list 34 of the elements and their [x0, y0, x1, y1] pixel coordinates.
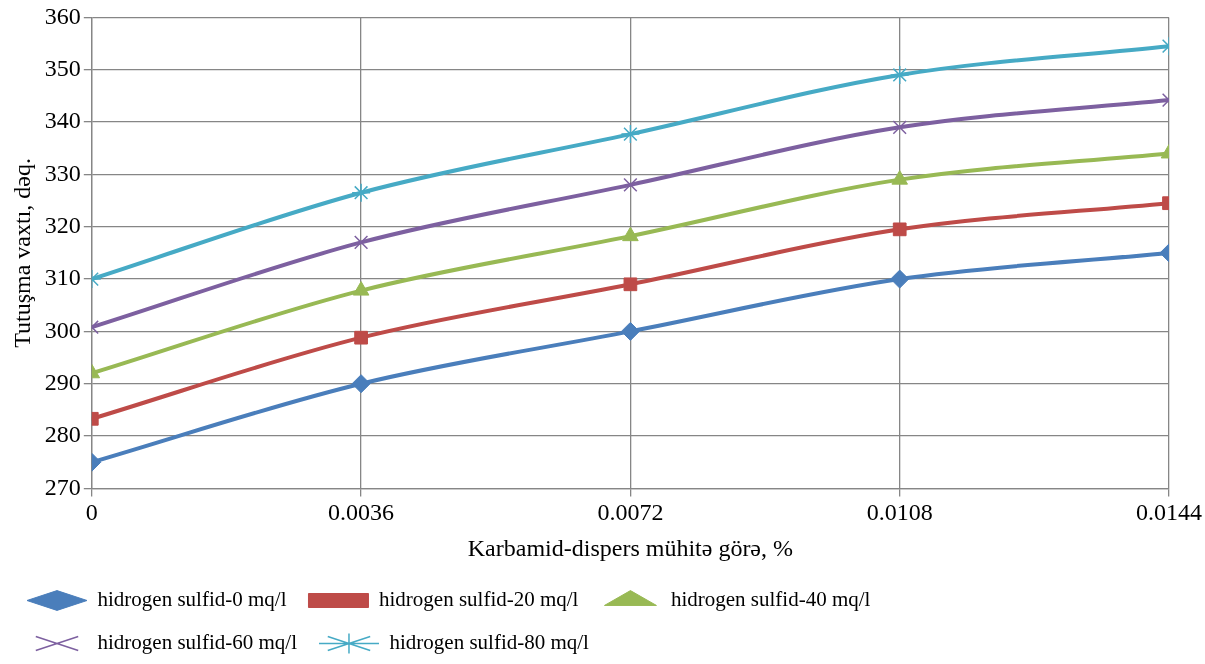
point: [623, 277, 638, 292]
y-tick-label: 330: [44, 159, 81, 186]
point: [351, 374, 371, 394]
x-tick-label: 0.0144: [1136, 499, 1202, 526]
point: [892, 120, 907, 135]
point: [889, 65, 910, 85]
point: [620, 124, 641, 144]
point: [351, 182, 371, 203]
y-tick-label: 300: [44, 316, 81, 343]
x-axis-title: Karbamid-dispers mühitə görə, %: [467, 534, 794, 561]
y-tick-label: 340: [44, 107, 81, 134]
y-axis-title: Tutuşma vaxtı, dəq.: [8, 158, 35, 348]
x-tick-label: 0.0108: [866, 499, 933, 526]
legend-label: hidrogen sulfid-20 mq/l: [378, 587, 579, 612]
point: [892, 222, 907, 237]
y-tick-label: 310: [44, 264, 81, 291]
legend-label: hidrogen sulfid-60 mq/l: [97, 630, 298, 655]
y-tick-label: 350: [44, 55, 81, 82]
y-tick-label: 360: [44, 2, 81, 29]
point: [353, 235, 369, 250]
y-tick-label: 290: [44, 369, 81, 396]
x-tick-label: 0.0036: [328, 499, 395, 526]
legend-label: hidrogen sulfid-80 mq/l: [389, 630, 590, 655]
y-tick-label: 270: [44, 473, 81, 500]
y-tick-label: 320: [44, 212, 81, 239]
point: [620, 321, 640, 341]
x-tick-label: 0: [85, 499, 98, 526]
point: [352, 281, 370, 296]
legend-label: hidrogen sulfid-40 mq/l: [670, 587, 871, 612]
y-tick-label: 280: [44, 421, 81, 448]
point: [354, 330, 368, 345]
legend-label: hidrogen sulfid-0 mq/l: [97, 587, 287, 612]
x-tick-label: 0.0072: [597, 499, 664, 526]
point: [623, 177, 638, 192]
